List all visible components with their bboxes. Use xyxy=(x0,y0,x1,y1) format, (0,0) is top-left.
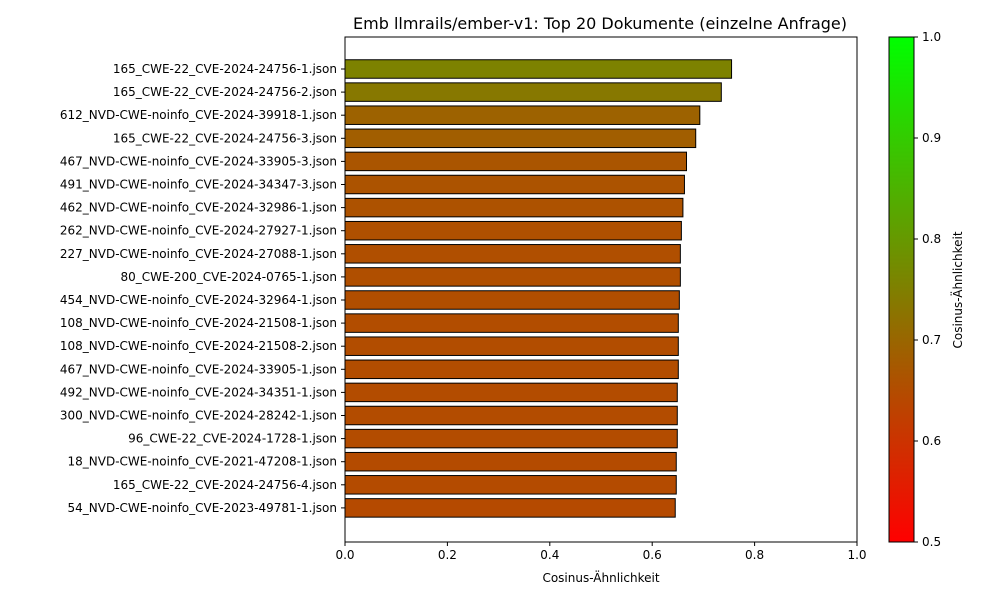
bar xyxy=(344,405,678,426)
x-tick-label: 1.0 xyxy=(847,548,866,562)
y-tick-label: 492_NVD-CWE-noinfo_CVE-2024-34351-1.json xyxy=(60,385,337,399)
y-tick-label: 454_NVD-CWE-noinfo_CVE-2024-32964-1.json xyxy=(60,293,337,307)
colorbar-label: Cosinus-Ähnlichkeit xyxy=(950,231,965,348)
y-tick-label: 165_CWE-22_CVE-2024-24756-1.json xyxy=(113,62,337,76)
y-tick-label: 262_NVD-CWE-noinfo_CVE-2024-27927-1.json xyxy=(60,224,337,238)
chart-title: Emb llmrails/ember-v1: Top 20 Dokumente … xyxy=(353,14,847,33)
colorbar-tick-label: 0.5 xyxy=(922,535,941,549)
y-ticks: 165_CWE-22_CVE-2024-24756-1.json 165_CWE-… xyxy=(60,62,345,515)
bar xyxy=(344,151,688,172)
y-tick-label: 54_NVD-CWE-noinfo_CVE-2023-49781-1.json xyxy=(68,501,338,515)
colorbar-tick-label: 0.9 xyxy=(922,131,941,145)
y-tick-label: 300_NVD-CWE-noinfo_CVE-2024-28242-1.json xyxy=(60,409,337,423)
bar xyxy=(344,244,681,264)
colorbar-tick-label: 1.0 xyxy=(922,30,941,44)
bar xyxy=(344,359,679,380)
y-tick-label: 165_CWE-22_CVE-2024-24756-2.json xyxy=(113,85,337,99)
bar xyxy=(344,128,697,149)
y-tick-label: 108_NVD-CWE-noinfo_CVE-2024-21508-1.json xyxy=(60,316,337,330)
x-tick-label: 0.8 xyxy=(745,548,764,562)
x-tick-label: 0.0 xyxy=(335,548,354,562)
x-ticks: 0.0 0.2 0.4 0.6 0.8 1.0 xyxy=(335,542,867,562)
bar xyxy=(344,498,676,518)
colorbar-tick-label: 0.8 xyxy=(922,232,941,246)
y-tick-label: 467_NVD-CWE-noinfo_CVE-2024-33905-1.json xyxy=(60,362,337,376)
y-tick-label: 165_CWE-22_CVE-2024-24756-3.json xyxy=(113,131,337,145)
bar xyxy=(344,336,679,356)
colorbar-tick-label: 0.6 xyxy=(922,434,941,448)
bar xyxy=(344,428,678,449)
bar xyxy=(344,197,684,218)
bar xyxy=(344,382,678,403)
bar xyxy=(344,174,685,195)
bar xyxy=(344,475,677,495)
y-tick-label: 491_NVD-CWE-noinfo_CVE-2024-34347-3.json xyxy=(60,178,337,192)
bar xyxy=(344,451,677,472)
y-tick-label: 80_CWE-200_CVE-2024-0765-1.json xyxy=(120,270,337,284)
colorbar xyxy=(888,36,915,543)
y-tick-label: 18_NVD-CWE-noinfo_CVE-2021-47208-1.json xyxy=(68,455,338,469)
bar xyxy=(344,267,681,287)
y-tick-label: 467_NVD-CWE-noinfo_CVE-2024-33905-3.json xyxy=(60,154,337,168)
y-tick-label: 612_NVD-CWE-noinfo_CVE-2024-39918-1.json xyxy=(60,108,337,122)
bar xyxy=(344,59,733,79)
bar xyxy=(344,313,679,333)
x-tick-label: 0.6 xyxy=(643,548,662,562)
y-tick-label: 96_CWE-22_CVE-2024-1728-1.json xyxy=(128,432,337,446)
colorbar-tick-label: 0.7 xyxy=(922,333,941,347)
y-tick-label: 227_NVD-CWE-noinfo_CVE-2024-27088-1.json xyxy=(60,247,337,261)
x-tick-label: 0.2 xyxy=(438,548,457,562)
plot-frame xyxy=(344,36,858,543)
bars-layer xyxy=(344,59,733,518)
bar xyxy=(344,82,722,102)
bar xyxy=(344,220,682,241)
y-tick-label: 108_NVD-CWE-noinfo_CVE-2024-21508-2.json xyxy=(60,339,337,353)
x-tick-label: 0.4 xyxy=(540,548,559,562)
x-axis-label: Cosinus-Ähnlichkeit xyxy=(542,570,659,585)
bar xyxy=(344,105,701,125)
bar xyxy=(344,290,680,310)
colorbar-ticks: 0.5 0.6 0.7 0.8 0.9 1.0 xyxy=(914,30,941,549)
y-tick-label: 165_CWE-22_CVE-2024-24756-4.json xyxy=(113,478,337,492)
y-tick-label: 462_NVD-CWE-noinfo_CVE-2024-32986-1.json xyxy=(60,201,337,215)
